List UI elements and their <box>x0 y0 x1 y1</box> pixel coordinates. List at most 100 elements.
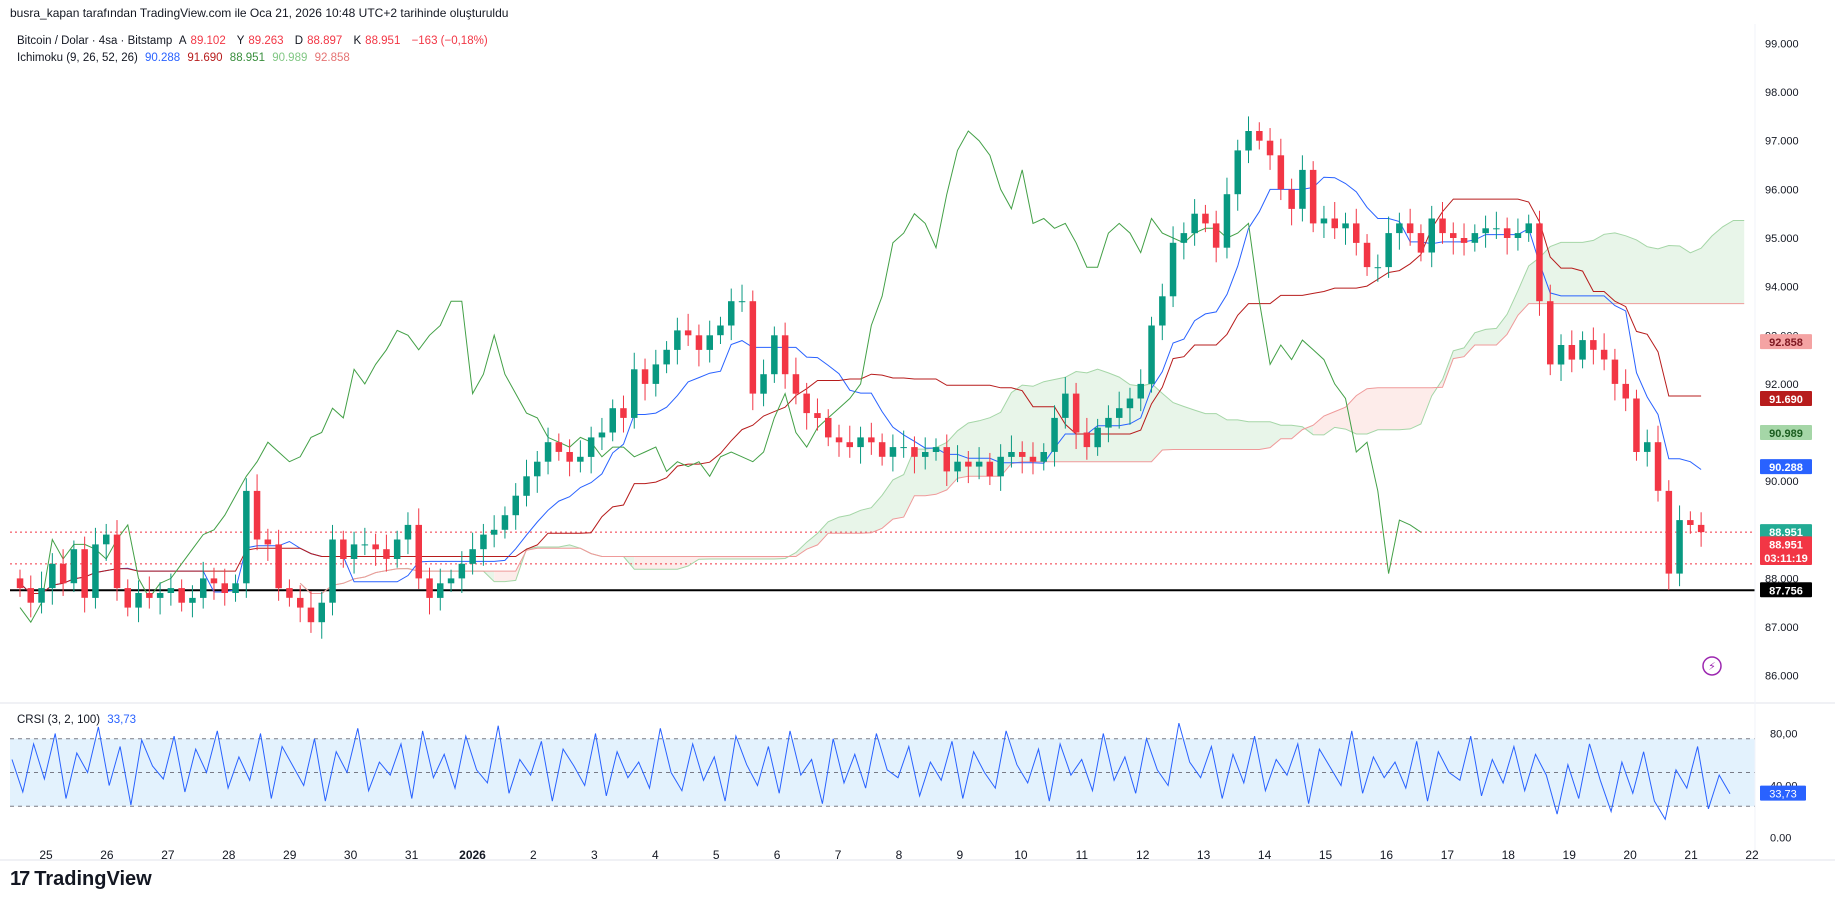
time-tick-label: 17 <box>1441 848 1455 862</box>
candle-body <box>868 437 875 443</box>
time-tick-label: 12 <box>1136 848 1150 862</box>
price-label-badge <box>1760 334 1812 350</box>
candle <box>490 515 498 548</box>
candle-body <box>523 476 530 496</box>
candle-body <box>1493 228 1500 230</box>
candle-body <box>1256 131 1263 141</box>
candle <box>771 326 778 383</box>
candle-body <box>954 461 961 472</box>
candle <box>383 534 390 572</box>
candle <box>1460 223 1468 256</box>
candle <box>480 523 487 566</box>
candle <box>1568 330 1576 373</box>
candle-body <box>1514 233 1522 238</box>
kijun-line <box>19 198 1702 594</box>
candle <box>1396 212 1403 250</box>
candle-body <box>210 578 218 584</box>
candle <box>1514 218 1522 251</box>
candle-body <box>803 393 810 414</box>
candle <box>631 352 638 429</box>
candle <box>803 382 810 430</box>
candle-body <box>717 325 724 336</box>
candle <box>728 288 735 341</box>
price-label-badge <box>1760 425 1812 441</box>
candle-body <box>1234 150 1241 195</box>
candle <box>1051 405 1058 467</box>
candle-body <box>728 301 735 326</box>
candle <box>178 579 185 612</box>
candle-body <box>566 452 573 462</box>
price-tick-label: 92.000 <box>1765 379 1799 391</box>
candle <box>200 561 207 609</box>
candle <box>1266 128 1274 170</box>
candle <box>393 530 401 568</box>
candle <box>243 478 250 598</box>
price-chart[interactable]: 86.00087.00088.00089.00090.00091.00092.0… <box>0 24 1835 884</box>
candle-body <box>1083 432 1091 448</box>
candle-body <box>1008 452 1015 457</box>
candle <box>922 437 929 470</box>
price-label-badge <box>1760 536 1812 552</box>
candle-body <box>501 515 509 530</box>
candle-body <box>1040 452 1047 462</box>
candle-body <box>200 578 207 598</box>
candle-body <box>825 417 832 438</box>
candle <box>523 459 530 507</box>
candle <box>458 551 466 594</box>
candle <box>1374 254 1382 282</box>
candle-body <box>1126 398 1134 409</box>
candle-body <box>771 335 778 375</box>
senkou-span-a-line <box>299 220 1745 594</box>
candle <box>1439 201 1446 244</box>
candle-body <box>1385 233 1392 268</box>
candle <box>1331 201 1338 239</box>
candle-body <box>264 539 272 545</box>
candle-body <box>1137 383 1144 399</box>
candle <box>1277 138 1285 201</box>
time-tick-label: 29 <box>283 848 297 862</box>
candle-body <box>1320 218 1328 224</box>
price-label-badge <box>1760 524 1812 540</box>
candle-body <box>911 447 918 457</box>
candle-body <box>1374 267 1382 269</box>
price-label-badge <box>1760 582 1812 598</box>
ichimoku-legend: Ichimoku (9, 26, 52, 26) 90.288 91.690 8… <box>17 52 354 64</box>
candle <box>297 585 304 623</box>
candle-body <box>1342 223 1349 229</box>
price-label-text: 87.756 <box>1769 585 1803 597</box>
candle <box>1062 377 1069 429</box>
candle <box>706 320 713 363</box>
candle <box>1503 217 1511 255</box>
candle-body <box>426 578 433 598</box>
candle <box>1320 205 1328 238</box>
candle-body <box>986 461 994 477</box>
candle-body <box>620 408 627 418</box>
candle-body <box>1299 169 1306 209</box>
candle <box>900 430 907 458</box>
time-tick-label: 18 <box>1502 848 1516 862</box>
change-value: −163 (−0,18%) <box>411 35 488 47</box>
candle <box>792 357 800 405</box>
ichimoku-cloud-bear <box>494 549 527 582</box>
candle <box>1256 122 1263 150</box>
candle <box>1450 222 1457 255</box>
price-label-text: 03:11:19 <box>1764 553 1807 565</box>
candle <box>1547 284 1554 376</box>
ichimoku-name: Ichimoku (9, 26, 52, 26) <box>17 52 138 64</box>
candle <box>27 575 34 618</box>
candle-body <box>27 588 34 603</box>
candle-body <box>997 456 1004 477</box>
open-value: 89.102 <box>190 35 226 47</box>
candle <box>1676 505 1683 587</box>
candle <box>587 426 595 474</box>
crsi-name: CRSI (3, 2, 100) <box>17 714 101 726</box>
candle-body <box>59 563 67 584</box>
candle-body <box>1396 223 1403 234</box>
candle-body <box>1622 383 1629 399</box>
tradingview-logo[interactable]: 17 TradingView <box>10 868 152 891</box>
candle-body <box>307 607 315 623</box>
candle-body <box>1019 452 1026 457</box>
candle <box>113 520 121 601</box>
candle <box>674 317 681 365</box>
candle <box>1525 214 1532 242</box>
